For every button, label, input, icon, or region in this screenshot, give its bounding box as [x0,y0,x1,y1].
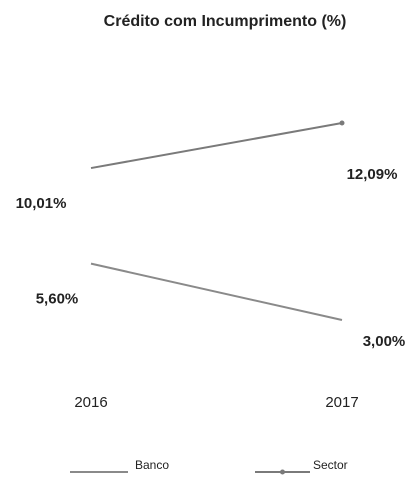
legend-marker [280,469,285,475]
chart-title: Crédito com Incumprimento (%) [104,13,347,30]
x-tick-label: 2016 [74,394,107,411]
data-label: 3,00% [363,333,406,350]
data-label: 5,60% [36,291,79,308]
marker [339,120,345,126]
data-label: 10,01% [16,195,67,212]
x-tick-label: 2017 [325,394,358,411]
data-label: 12,09% [347,166,398,183]
line [90,262,343,321]
line [90,122,343,170]
legend-label: Banco [135,458,169,472]
legend-label: Sector [313,458,348,472]
